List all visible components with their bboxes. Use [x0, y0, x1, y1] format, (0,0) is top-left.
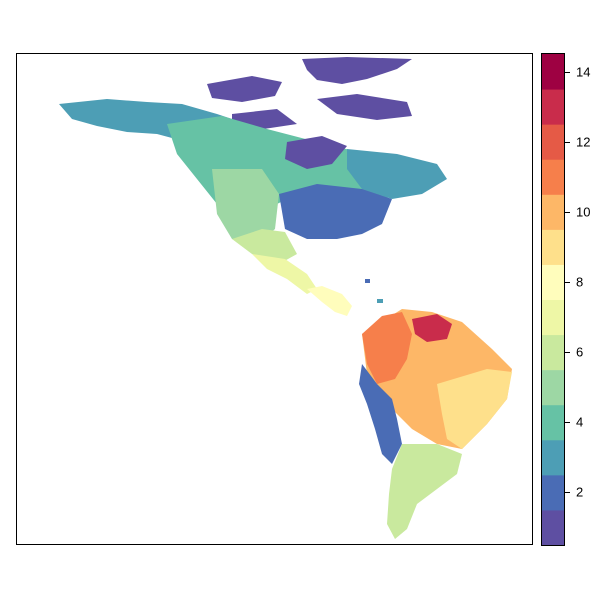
legend-tick-label: 4: [576, 414, 584, 430]
small-islands: [342, 279, 383, 306]
legend-tick-label: 14: [576, 64, 591, 80]
legend-tick-mark: [565, 352, 570, 354]
legend-tick-label: 10: [576, 204, 591, 220]
central-america: [307, 286, 352, 316]
legend-band: [542, 194, 564, 230]
brazil-east: [437, 369, 512, 449]
legend-tick-mark: [565, 71, 570, 73]
legend-tick-label: 8: [576, 274, 584, 290]
legend-band: [542, 124, 564, 160]
legend-tick-label: 2: [576, 484, 584, 500]
mexico: [252, 254, 317, 294]
legend-band: [542, 54, 564, 90]
northern-andes: [362, 312, 412, 384]
legend-band: [542, 439, 564, 476]
andes-west-coast: [359, 364, 402, 464]
legend-band: [542, 509, 564, 545]
legend-band: [542, 404, 564, 441]
guiana-hotspot: [412, 314, 452, 342]
legend-band: [542, 229, 564, 265]
legend-tick-mark: [565, 422, 570, 424]
legend-band: [542, 299, 564, 336]
legend-tick-mark: [565, 141, 570, 143]
great-plains: [212, 169, 279, 244]
southern-cone: [387, 444, 462, 539]
legend-tick-mark: [565, 281, 570, 283]
eastern-canada: [347, 149, 447, 199]
legend-band: [542, 89, 564, 125]
legend-tick-label: 12: [576, 134, 591, 150]
americas-map: [59, 57, 512, 539]
legend-tick-mark: [565, 492, 570, 494]
hudson-bay-rim: [285, 136, 347, 169]
legend-band: [542, 369, 564, 406]
southwest-usa: [232, 229, 297, 264]
legend-band: [542, 474, 564, 511]
arctic-islands: [207, 57, 412, 130]
legend-tick-label: 6: [576, 344, 584, 360]
legend-band: [542, 159, 564, 195]
color-legend: [541, 53, 565, 546]
legend-band: [542, 334, 564, 371]
map-panel: [16, 53, 533, 545]
legend-tick-mark: [565, 211, 570, 213]
legend-band: [542, 264, 564, 300]
legend-colorbar: [542, 54, 564, 545]
eastern-usa: [279, 184, 392, 239]
